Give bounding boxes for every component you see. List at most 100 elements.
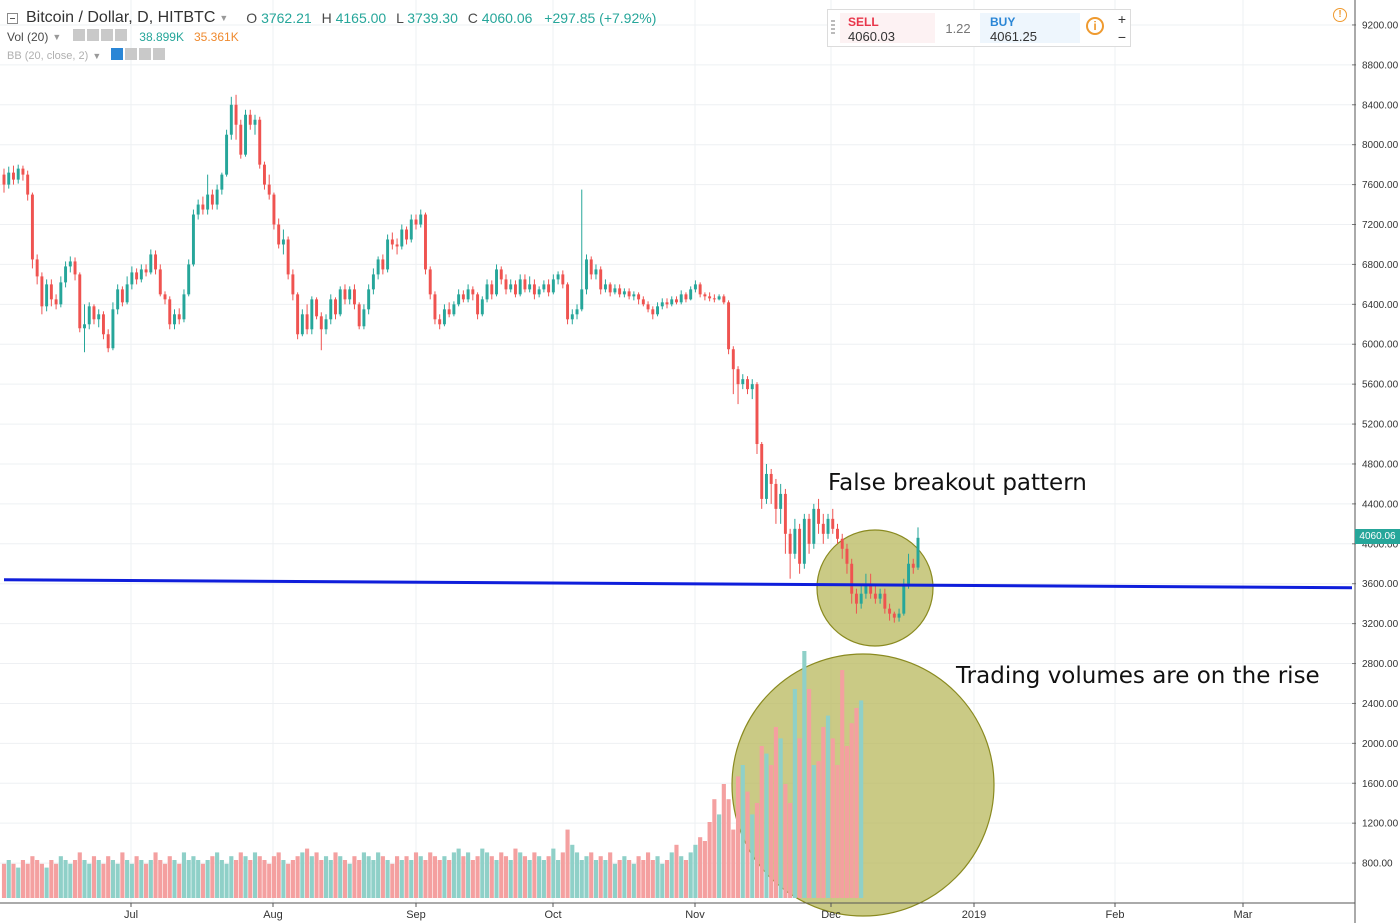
symbol-title[interactable]: Bitcoin / Dollar, D, HITBTC (26, 9, 216, 26)
candle-body (769, 473, 773, 484)
annotation-false-breakout: False breakout pattern (828, 470, 1087, 496)
candle-body (504, 279, 508, 290)
volume-bar (859, 700, 864, 898)
volume-bar (333, 852, 338, 898)
volume-bar (499, 852, 504, 898)
candle-body (689, 289, 693, 300)
volume-bar (574, 852, 580, 898)
volume-bar (394, 856, 400, 898)
vol-caret-icon[interactable]: ▼ (52, 31, 62, 42)
volume-bar (248, 860, 253, 898)
candle-body (793, 528, 797, 554)
info-icon[interactable]: i (1086, 17, 1104, 35)
volume-bar (16, 867, 21, 898)
volume-bar (840, 670, 845, 898)
volume-bar (328, 860, 333, 898)
plus-button[interactable]: + (1117, 11, 1127, 27)
drag-handle-icon[interactable] (831, 20, 835, 36)
volume-bar (797, 738, 802, 898)
bb-settings-icon[interactable] (125, 48, 138, 60)
candle-body (878, 593, 882, 599)
volume-bar (423, 860, 428, 898)
candle-body (836, 528, 839, 539)
collapse-icon[interactable] (7, 12, 18, 24)
candle-body (480, 299, 484, 315)
warning-icon[interactable]: ! (1333, 8, 1347, 22)
price-axis: 9200.00 8800.00 8400.00 8000.00 7600.00 7200.… (1352, 0, 1399, 923)
candle-body (850, 563, 854, 594)
candle-body (220, 174, 224, 190)
candle-body (646, 304, 650, 310)
sell-button[interactable]: SELL 4060.03 (840, 13, 935, 44)
bb-caret-icon[interactable]: ▼ (92, 50, 102, 61)
volume-bar (110, 860, 115, 898)
support-line (3, 578, 1353, 590)
candle-body (845, 548, 849, 564)
candle-body (859, 593, 863, 604)
candle-body (277, 224, 281, 245)
volume-bar (96, 860, 101, 898)
volume-bar (740, 765, 745, 898)
volume-indicator-label[interactable]: Vol (20) (7, 29, 49, 44)
volume-bar (63, 860, 68, 898)
symbol-caret-icon[interactable]: ▼ (219, 13, 229, 23)
y-tick-label: 8400.00 (1362, 100, 1399, 111)
y-tick-label: 8800.00 (1362, 60, 1399, 71)
volume-bar (319, 860, 324, 898)
candle-body (182, 294, 186, 320)
x-tick-label: Sep (406, 909, 426, 921)
volume-bar (447, 860, 452, 898)
candle-body (656, 306, 660, 315)
candle-body (817, 508, 821, 524)
candle-body (158, 269, 162, 295)
volume-bar (475, 856, 480, 898)
volume-bar (645, 852, 651, 898)
volume-bar (323, 856, 329, 898)
y-tick-label: 6000.00 (1362, 340, 1399, 351)
candle-body (821, 523, 825, 534)
candle-body (395, 244, 399, 247)
candle-body (281, 239, 285, 245)
trade-panel: SELL 4060.03 1.22 BUY 4061.25 i + − (827, 9, 1131, 47)
y-tick-label: 6800.00 (1362, 260, 1399, 271)
volume-bar (636, 856, 641, 898)
volume-bar (91, 856, 97, 898)
bb-eye-icon[interactable] (111, 48, 124, 60)
candle-body (774, 483, 778, 509)
volume-bar (338, 856, 343, 898)
candle-body (831, 518, 835, 529)
candlesticks (2, 94, 920, 623)
add-icon[interactable] (101, 29, 114, 41)
volume-bar (844, 746, 850, 898)
minus-button[interactable]: − (1117, 29, 1127, 45)
volume-bar (380, 856, 385, 898)
candle-body (698, 284, 702, 295)
candle-body (428, 269, 432, 295)
volume-bar (660, 863, 665, 898)
bb-remove-icon[interactable] (153, 48, 166, 60)
volume-bar (352, 856, 357, 898)
candle-body (106, 334, 110, 349)
bb-add-icon[interactable] (139, 48, 152, 60)
settings-icon[interactable] (87, 29, 100, 41)
candle-body (471, 289, 475, 295)
volume-bar (295, 856, 300, 898)
candle-body (764, 473, 768, 499)
candle-body (708, 296, 712, 299)
x-tick-label: Mar (1234, 909, 1253, 921)
candle-body (485, 284, 489, 300)
bb-indicator-label[interactable]: BB (20, close, 2) (7, 49, 89, 62)
volume-bar (101, 863, 106, 898)
volume-bar (745, 791, 750, 898)
volume-bar (196, 860, 201, 898)
volume-bar (480, 848, 485, 898)
volume-bar (238, 852, 243, 898)
candle-body (561, 274, 565, 285)
candle-body (750, 384, 754, 390)
buy-button[interactable]: BUY 4061.25 (980, 13, 1080, 44)
volume-bar (25, 863, 30, 898)
eye-icon[interactable] (73, 29, 86, 41)
volume-bar (608, 852, 613, 898)
remove-icon[interactable] (115, 29, 128, 41)
